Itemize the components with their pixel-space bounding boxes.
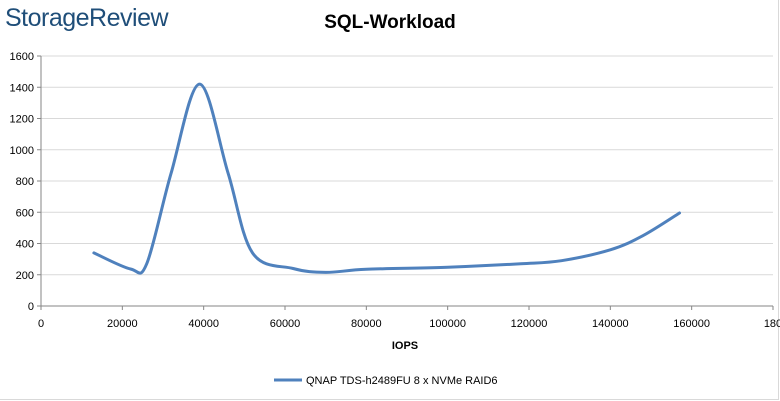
y-tick-label: 800: [16, 176, 34, 188]
x-tick-label: 180: [764, 318, 780, 330]
chart-title: SQL-Workload: [324, 12, 456, 33]
y-tick-label: 1000: [10, 145, 34, 157]
x-tick-label: 100000: [429, 318, 466, 330]
x-tick-label: 20000: [107, 318, 138, 330]
x-tick-label: 160000: [673, 318, 710, 330]
y-tick-label: 1600: [10, 51, 34, 63]
x-tick-label: 120000: [511, 318, 548, 330]
y-tick-label: 200: [16, 270, 34, 282]
y-tick-label: 1400: [10, 82, 34, 94]
x-tick-labels: 0 20000 40000 60000 80000 100000 120000 140000 1…: [38, 318, 780, 330]
y-tick-label: 400: [16, 239, 34, 251]
y-tick-label: 1200: [10, 114, 34, 126]
series-line: [92, 82, 681, 275]
gridlines: [41, 55, 773, 276]
legend-label: QNAP TDS-h2489FU 8 x NVMe RAID6: [306, 375, 498, 387]
y-tick-label: 600: [16, 207, 34, 219]
x-tick-label: 0: [38, 318, 44, 330]
y-tick-labels: 0 200 400 600 800 1000 1200 1400 1600: [10, 51, 34, 313]
x-tick-label: 140000: [592, 318, 629, 330]
y-tick-label: 0: [28, 301, 34, 313]
x-tick-label: 40000: [188, 318, 219, 330]
legend: QNAP TDS-h2489FU 8 x NVMe RAID6: [274, 375, 498, 387]
x-tick-label: 80000: [351, 318, 382, 330]
series-layer: [92, 82, 681, 275]
x-tick-label: 60000: [270, 318, 301, 330]
axes: [37, 55, 774, 310]
brand-logo: StorageReview: [5, 4, 169, 32]
x-axis-title: IOPS: [392, 340, 418, 352]
